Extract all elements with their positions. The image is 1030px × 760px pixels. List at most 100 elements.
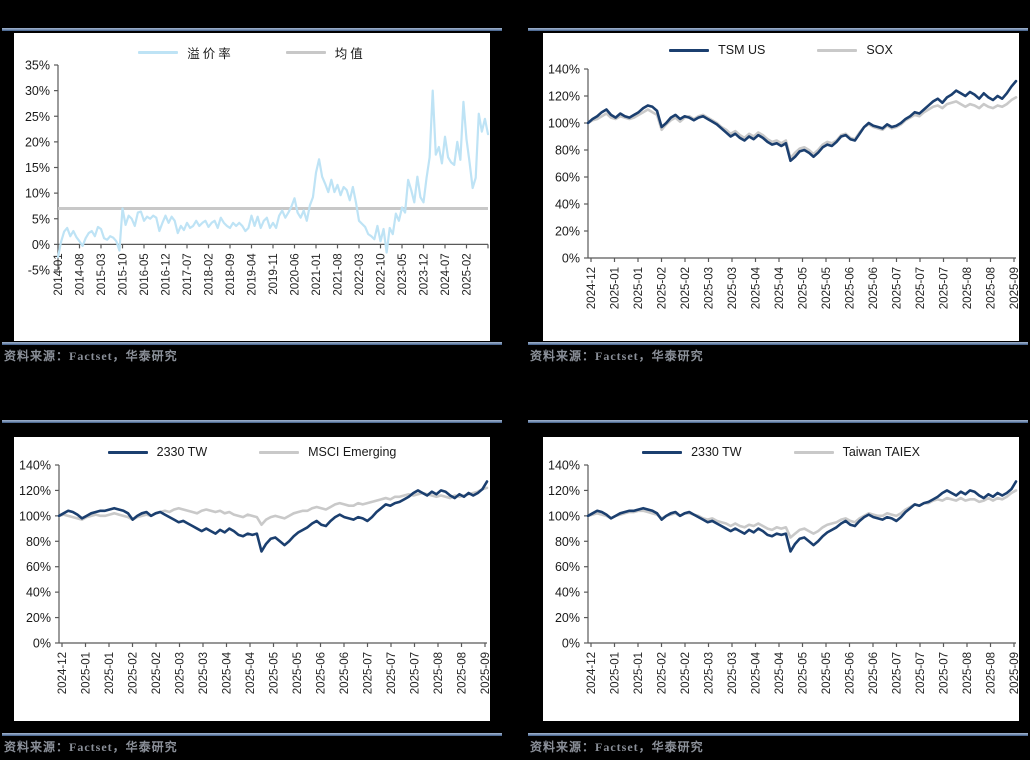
svg-text:2014-01: 2014-01 — [53, 253, 65, 295]
svg-text:2025-02: 2025-02 — [462, 253, 474, 295]
svg-text:2016-05: 2016-05 — [139, 253, 151, 295]
svg-text:60%: 60% — [555, 171, 580, 185]
top-rule-right — [528, 28, 1028, 31]
svg-text:2024-12: 2024-12 — [57, 652, 69, 694]
svg-text:2024-07: 2024-07 — [440, 253, 452, 295]
svg-text:2025-07: 2025-07 — [363, 652, 375, 694]
svg-text:2025-06: 2025-06 — [868, 267, 880, 309]
svg-text:2015-10: 2015-10 — [118, 253, 130, 295]
svg-text:2025-04: 2025-04 — [774, 651, 786, 694]
svg-text:2025-02: 2025-02 — [680, 267, 692, 309]
svg-text:2025-07: 2025-07 — [892, 267, 904, 309]
svg-text:2025-05: 2025-05 — [798, 652, 810, 694]
svg-text:2019-11: 2019-11 — [268, 253, 280, 294]
svg-text:140%: 140% — [19, 459, 51, 473]
svg-text:2018-09: 2018-09 — [225, 253, 237, 295]
svg-text:100%: 100% — [548, 509, 580, 523]
svg-text:2014-08: 2014-08 — [75, 253, 87, 295]
svg-text:0%: 0% — [33, 637, 51, 651]
svg-text:60%: 60% — [26, 560, 51, 574]
svg-text:2025-09: 2025-09 — [1009, 652, 1019, 694]
svg-text:2025-06: 2025-06 — [868, 652, 880, 694]
top-rule-left-2 — [2, 420, 502, 423]
svg-text:2019-04: 2019-04 — [247, 253, 259, 296]
svg-text:100%: 100% — [19, 509, 51, 523]
legend-line-swatch — [138, 51, 179, 54]
svg-text:2025-06: 2025-06 — [316, 652, 328, 694]
chart-legend: TSM US SOX — [543, 43, 1019, 57]
svg-text:2022-10: 2022-10 — [376, 253, 388, 295]
svg-text:2025-05: 2025-05 — [798, 267, 810, 309]
legend-label: 2330 TW — [691, 445, 742, 459]
svg-text:2017-07: 2017-07 — [182, 253, 194, 295]
legend-item: 溢价率 — [138, 43, 234, 62]
svg-text:30%: 30% — [25, 84, 50, 98]
svg-text:2025-05: 2025-05 — [821, 267, 833, 309]
legend-label: MSCI Emerging — [308, 445, 397, 459]
svg-text:25%: 25% — [25, 110, 50, 124]
svg-text:0%: 0% — [562, 252, 580, 266]
svg-text:2022-03: 2022-03 — [354, 253, 366, 295]
svg-text:20%: 20% — [25, 135, 50, 149]
svg-text:2025-02: 2025-02 — [128, 652, 140, 694]
legend-item: 2330 TW — [642, 445, 742, 459]
legend-line-swatch — [107, 450, 148, 454]
svg-text:2025-07: 2025-07 — [915, 652, 927, 694]
svg-text:0%: 0% — [562, 637, 580, 651]
svg-text:140%: 140% — [548, 459, 580, 473]
svg-text:2025-06: 2025-06 — [845, 652, 857, 694]
svg-text:2025-02: 2025-02 — [657, 652, 669, 694]
svg-text:2025-02: 2025-02 — [680, 652, 692, 694]
svg-text:20%: 20% — [26, 611, 51, 625]
svg-text:2018-02: 2018-02 — [204, 253, 216, 295]
svg-text:2021-01: 2021-01 — [311, 253, 323, 295]
svg-text:2025-08: 2025-08 — [962, 652, 974, 694]
chart-canvas: 140% 120% 100% 80% 60% 40% 20% 0% 2024-12 2025-01… — [548, 63, 1019, 310]
svg-text:2025-05: 2025-05 — [292, 652, 304, 694]
top-rule-left — [2, 28, 502, 31]
svg-text:2025-01: 2025-01 — [81, 652, 93, 694]
source-note: 资料来源：Factset，华泰研究 — [4, 740, 178, 754]
svg-text:10%: 10% — [25, 187, 50, 201]
svg-text:20%: 20% — [555, 225, 580, 239]
svg-text:2025-07: 2025-07 — [915, 267, 927, 309]
svg-text:2025-07: 2025-07 — [939, 267, 951, 309]
svg-text:60%: 60% — [555, 560, 580, 574]
svg-text:2025-08: 2025-08 — [433, 652, 445, 694]
svg-text:2015-03: 2015-03 — [96, 253, 108, 295]
series-line-2330 TW — [586, 480, 1018, 553]
svg-text:120%: 120% — [548, 90, 580, 104]
svg-text:2025-01: 2025-01 — [610, 267, 622, 309]
svg-text:2024-12: 2024-12 — [586, 652, 598, 694]
svg-text:2025-08: 2025-08 — [962, 267, 974, 309]
source-note: 资料来源：Factset，华泰研究 — [530, 740, 704, 754]
bottom-rule-right — [528, 342, 1028, 345]
svg-text:2025-01: 2025-01 — [633, 267, 645, 309]
svg-text:2025-02: 2025-02 — [151, 652, 163, 694]
series-line-溢价率 — [56, 89, 490, 259]
source-note: 资料来源：Factset，华泰研究 — [4, 349, 178, 363]
legend-label: 均值 — [334, 47, 366, 61]
legend-item: TSM US — [669, 43, 765, 57]
bottom-rule-left-2 — [2, 733, 502, 736]
legend-line-swatch — [817, 48, 858, 52]
svg-text:2025-02: 2025-02 — [657, 267, 669, 309]
svg-text:80%: 80% — [555, 144, 580, 158]
chart-canvas: 35% 30% 25% 20% 15% 10% 5% 0% -5% 2014-01 2014-08 2… — [25, 59, 490, 296]
svg-text:2025-09: 2025-09 — [480, 652, 490, 694]
svg-text:2025-07: 2025-07 — [939, 652, 951, 694]
legend-item: MSCI Emerging — [259, 445, 396, 459]
legend-item: Taiwan TAIEX — [793, 445, 920, 459]
svg-text:2024-12: 2024-12 — [586, 267, 598, 309]
svg-text:35%: 35% — [25, 59, 50, 73]
series-line-Taiwan TAIEX — [586, 489, 1018, 539]
svg-text:0%: 0% — [32, 238, 50, 252]
legend-label: 溢价率 — [187, 47, 234, 61]
svg-text:2025-01: 2025-01 — [633, 652, 645, 694]
chart-canvas: 140% 120% 100% 80% 60% 40% 20% 0% 2024-12 2025-01… — [19, 459, 490, 695]
chart-panel-premium: 溢价率 均值 35% 30% 25% 20% 15% 10% 5% 0% -5% 2014-01 201… — [14, 33, 490, 341]
svg-text:2021-08: 2021-08 — [333, 253, 345, 295]
chart-legend: 2330 TW Taiwan TAIEX — [543, 445, 1019, 459]
svg-text:2025-05: 2025-05 — [821, 652, 833, 694]
legend-item: 2330 TW — [107, 445, 207, 459]
